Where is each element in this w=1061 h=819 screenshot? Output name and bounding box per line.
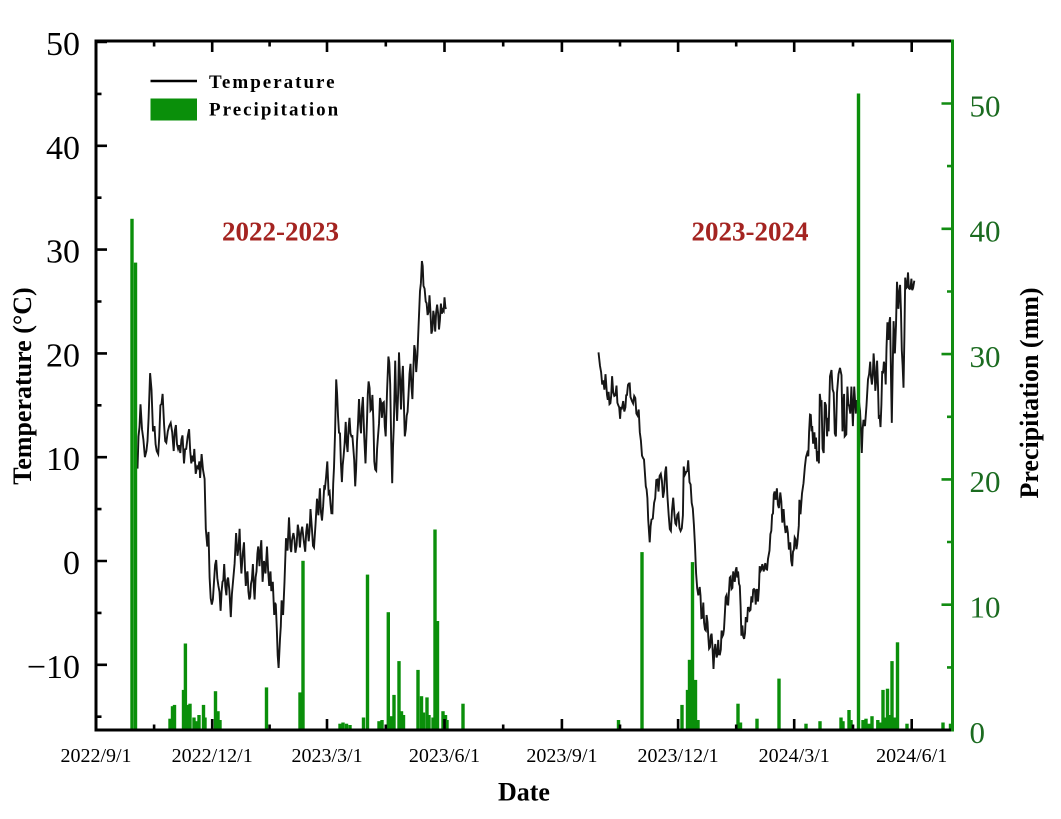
svg-text:30: 30: [970, 339, 1001, 374]
svg-text:2023/9/1: 2023/9/1: [526, 745, 597, 767]
svg-text:2024/6/1: 2024/6/1: [876, 745, 947, 767]
svg-text:0: 0: [63, 545, 80, 582]
svg-text:2024/3/1: 2024/3/1: [759, 745, 830, 767]
svg-text:10: 10: [46, 441, 80, 478]
svg-text:2023/3/1: 2023/3/1: [291, 745, 362, 767]
svg-text:20: 20: [46, 337, 80, 374]
svg-text:2023-2024: 2023-2024: [692, 217, 809, 247]
svg-text:Precipitation: Precipitation: [209, 100, 340, 121]
svg-text:Precipitation (mm): Precipitation (mm): [1015, 287, 1044, 498]
svg-text:2023/6/1: 2023/6/1: [409, 745, 480, 767]
svg-text:2022/12/1: 2022/12/1: [172, 745, 253, 767]
svg-text:30: 30: [46, 234, 80, 271]
svg-text:50: 50: [970, 88, 1001, 123]
svg-text:10: 10: [970, 590, 1001, 625]
svg-text:Date: Date: [498, 778, 550, 807]
svg-text:2022-2023: 2022-2023: [222, 217, 339, 247]
svg-text:Temperature: Temperature: [209, 72, 337, 93]
svg-text:50: 50: [46, 26, 80, 63]
svg-text:40: 40: [46, 130, 80, 167]
svg-text:Temperature (°C): Temperature (°C): [8, 287, 37, 484]
svg-text:20: 20: [970, 464, 1001, 499]
svg-text:2023/12/1: 2023/12/1: [638, 745, 719, 767]
svg-text:40: 40: [970, 214, 1001, 249]
svg-text:2022/9/1: 2022/9/1: [60, 745, 131, 767]
svg-text:0: 0: [970, 715, 986, 750]
svg-text:−10: −10: [27, 649, 80, 686]
